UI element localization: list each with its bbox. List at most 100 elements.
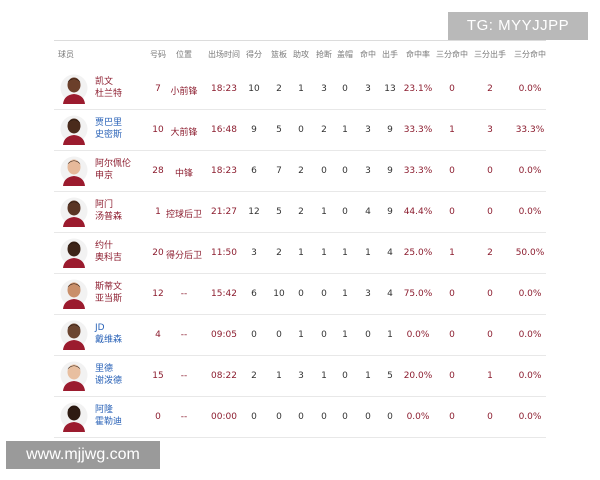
cell-assists: 0 [298, 412, 304, 422]
cell-three-attempts: 0 [487, 166, 493, 176]
table-row[interactable]: JD 戴维森 4 -- 09:05 0 0 1 0 1 0 1 0.0% 0 0 0.0% [54, 314, 546, 356]
cell-number: 20 [152, 248, 164, 258]
player-avatar [60, 156, 88, 186]
player-name[interactable]: 阿尔佩伦 申京 [95, 158, 131, 182]
player-name[interactable]: 贾巴里 史密斯 [95, 117, 122, 141]
player-last-name: 奥科吉 [95, 253, 123, 263]
cell-blocks: 0 [342, 166, 348, 176]
table-row[interactable]: 里德 谢泼德 15 -- 08:22 2 1 3 1 0 1 5 20.0% 0 1 0.0% [54, 355, 546, 397]
cell-rebounds: 1 [276, 371, 282, 381]
header-three-made: 三分命中 [436, 50, 468, 59]
player-avatar [60, 320, 88, 350]
cell-points: 10 [248, 84, 260, 94]
cell-number: 7 [155, 84, 161, 94]
cell-steals: 3 [321, 84, 327, 94]
player-first-name: 阿门 [95, 200, 114, 210]
cell-three-pct: 0.0% [518, 330, 542, 340]
watermark-top: TG: MYYJJPP [448, 12, 588, 40]
cell-three-attempts: 2 [487, 84, 493, 94]
cell-fg-attempts: 4 [387, 289, 393, 299]
cell-blocks: 1 [342, 248, 348, 258]
cell-points: 3 [251, 248, 257, 258]
cell-steals: 0 [321, 289, 327, 299]
cell-fg-pct: 25.0% [403, 248, 433, 258]
table-row[interactable]: 阿隆 霍勒迪 0 -- 00:00 0 0 0 0 0 0 0 0.0% 0 0 0.0% [54, 396, 546, 438]
table-row[interactable]: 约什 奥科吉 20 得分后卫 11:50 3 2 1 1 1 1 4 25.0% 1 2 50.0% [54, 232, 546, 274]
cell-fg-pct: 44.4% [403, 207, 433, 217]
cell-assists: 1 [298, 330, 304, 340]
header-rebounds: 篮板 [271, 50, 287, 59]
player-last-name: 申京 [95, 171, 114, 181]
cell-assists: 2 [298, 166, 304, 176]
player-last-name: 亚当斯 [95, 294, 123, 304]
player-name[interactable]: JD 戴维森 [95, 322, 122, 346]
player-first-name: 凯文 [95, 77, 114, 87]
table-row[interactable]: 凯文 杜兰特 7 小前锋 18:23 10 2 1 3 0 3 13 23.1% 0 2 0.0% [54, 68, 546, 110]
table-row[interactable]: 贾巴里 史密斯 10 大前锋 16:48 9 5 0 2 1 3 9 33.3% 1 3 33.3% [54, 109, 546, 151]
cell-three-pct: 0.0% [518, 412, 542, 422]
cell-assists: 0 [298, 289, 304, 299]
player-avatar [60, 402, 88, 432]
player-name[interactable]: 斯蒂文 亚当斯 [95, 281, 122, 305]
table-row[interactable]: 斯蒂文 亚当斯 12 -- 15:42 6 10 0 0 1 3 4 75.0% 0 0 0.0% [54, 273, 546, 315]
cell-number: 4 [155, 330, 161, 340]
cell-rebounds: 10 [273, 289, 285, 299]
cell-position: 小前锋 [170, 87, 198, 97]
player-last-name: 杜兰特 [95, 89, 123, 99]
player-name[interactable]: 凯文 杜兰特 [95, 76, 122, 100]
cell-minutes: 15:42 [211, 289, 237, 299]
cell-assists: 1 [298, 248, 304, 258]
cell-number: 12 [152, 289, 164, 299]
cell-fg-made: 0 [365, 330, 371, 340]
player-name[interactable]: 阿门 汤普森 [95, 199, 122, 223]
cell-fg-made: 3 [365, 84, 371, 94]
cell-number: 1 [155, 207, 161, 217]
cell-three-attempts: 0 [487, 330, 493, 340]
header-three-pct: 三分命中 [514, 50, 546, 59]
header-assists: 助攻 [293, 50, 309, 59]
cell-minutes: 18:23 [211, 84, 237, 94]
cell-blocks: 0 [342, 412, 348, 422]
cell-three-made: 0 [449, 289, 455, 299]
table-row[interactable]: 阿尔佩伦 申京 28 中锋 18:23 6 7 2 0 0 3 9 33.3% 0 0 0.0% [54, 150, 546, 192]
cell-minutes: 16:48 [211, 125, 237, 135]
table-row[interactable]: 阿门 汤普森 1 控球后卫 21:27 12 5 2 1 0 4 9 44.4% 0 0 0.0% [54, 191, 546, 233]
player-name[interactable]: 里德 谢泼德 [95, 363, 122, 387]
cell-fg-attempts: 13 [384, 84, 396, 94]
header-points: 得分 [246, 50, 262, 59]
header-minutes: 出场时间 [208, 50, 240, 59]
cell-minutes: 09:05 [211, 330, 237, 340]
cell-steals: 2 [321, 125, 327, 135]
cell-three-made: 0 [449, 412, 455, 422]
cell-position: 控球后卫 [165, 210, 202, 220]
player-name[interactable]: 阿隆 霍勒迪 [95, 404, 122, 428]
player-last-name: 霍勒迪 [95, 417, 123, 427]
cell-fg-made: 3 [365, 166, 371, 176]
cell-fg-pct: 75.0% [403, 289, 433, 299]
cell-three-pct: 0.0% [518, 166, 542, 176]
cell-points: 0 [251, 330, 257, 340]
cell-points: 9 [251, 125, 257, 135]
cell-steals: 1 [321, 207, 327, 217]
cell-assists: 1 [298, 84, 304, 94]
cell-three-attempts: 0 [487, 412, 493, 422]
cell-three-pct: 0.0% [518, 371, 542, 381]
cell-rebounds: 5 [276, 125, 282, 135]
cell-fg-made: 3 [365, 125, 371, 135]
cell-steals: 0 [321, 330, 327, 340]
player-first-name: 阿隆 [95, 405, 114, 415]
player-last-name: 谢泼德 [95, 376, 123, 386]
cell-minutes: 00:00 [211, 412, 237, 422]
cell-rebounds: 0 [276, 412, 282, 422]
cell-blocks: 0 [342, 371, 348, 381]
cell-fg-attempts: 5 [387, 371, 393, 381]
cell-blocks: 1 [342, 289, 348, 299]
cell-points: 6 [251, 289, 257, 299]
cell-three-made: 0 [449, 166, 455, 176]
player-name[interactable]: 约什 奥科吉 [95, 240, 122, 264]
cell-steals: 0 [321, 166, 327, 176]
cell-fg-pct: 0.0% [406, 412, 430, 422]
cell-rebounds: 5 [276, 207, 282, 217]
cell-blocks: 0 [342, 84, 348, 94]
cell-steals: 0 [321, 412, 327, 422]
